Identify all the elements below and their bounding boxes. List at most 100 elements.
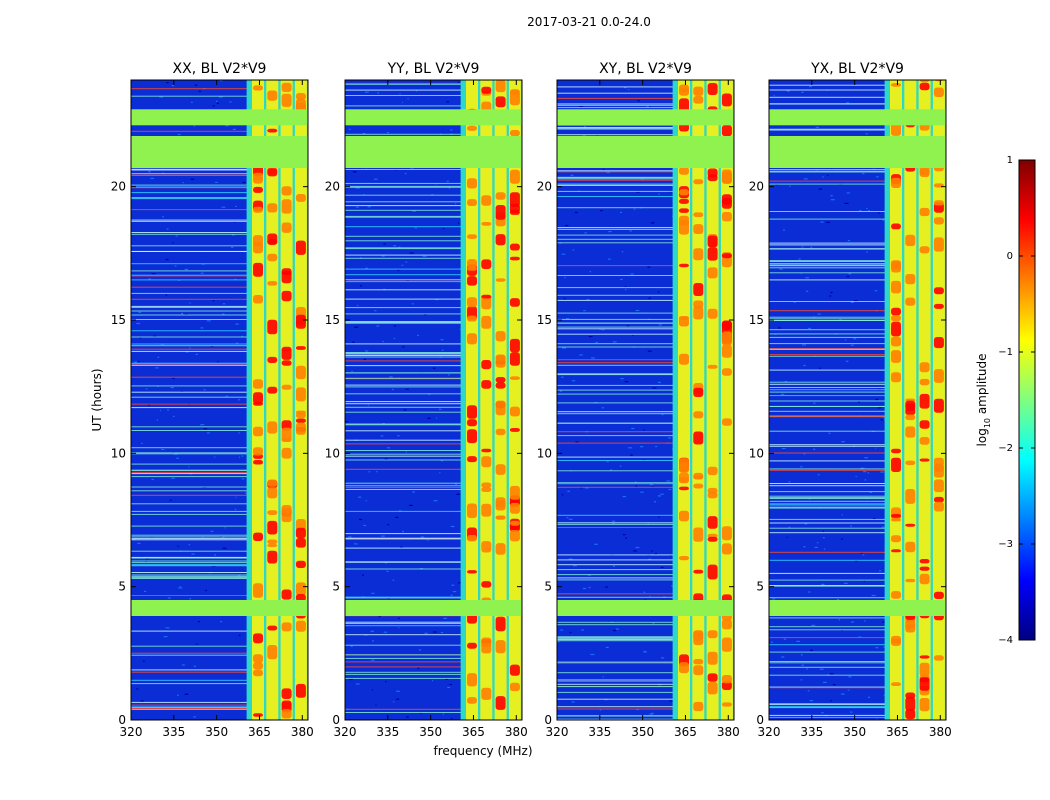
rfi-stripe [131,88,308,90]
channel-burst [467,429,477,444]
channel-burst [679,353,689,365]
rfi-stripe [769,637,946,639]
channel-burst [693,701,704,712]
channel-burst [707,364,718,369]
noise-speckle [840,693,845,695]
rfi-stripe [769,626,946,628]
noise-speckle [357,304,359,307]
x-tick-label: 350 [843,725,866,739]
rfi-stripe [345,666,522,668]
channel-burst [253,379,263,389]
noise-speckle [788,526,791,528]
x-tick-label: 335 [588,725,611,739]
channel-burst [253,392,263,404]
rfi-stripe [345,489,522,490]
rfi-stripe [345,634,522,636]
rfi-stripe [769,716,946,718]
rfi-stripe [557,170,734,172]
noise-speckle [217,361,219,363]
channel-burst [721,93,732,107]
noise-speckle [242,181,246,184]
channel-burst [891,372,901,383]
noise-speckle [172,242,174,244]
noise-speckle [566,318,570,320]
noise-speckle [167,409,169,411]
rfi-stripe [345,403,522,405]
noise-speckle [601,329,605,331]
rfi-stripe [345,673,522,675]
rfi-stripe [345,365,522,366]
channel-burst [721,253,732,259]
y-tick-label: 5 [118,580,126,594]
noise-speckle [796,640,801,642]
rfi-stripe [769,264,946,266]
channel-burst [509,243,520,251]
noise-speckle [212,105,215,107]
noise-speckle [151,478,154,481]
channel-burst [509,664,520,676]
rfi-stripe [769,666,946,668]
noise-speckle [412,491,415,493]
rfi-stripe [131,426,308,428]
noise-speckle [358,496,362,498]
noise-speckle [560,390,562,392]
x-tick-label: 320 [546,725,569,739]
noise-speckle [876,718,878,720]
noise-speckle [843,582,848,584]
channel-burst [693,411,704,419]
rfi-stripe [557,527,734,528]
channel-burst [693,431,704,445]
channel-burst [467,297,477,308]
heatmap-image [131,80,308,720]
rfi-stripe [345,384,522,386]
rfi-stripe [769,703,946,704]
rfi-stripe [345,215,522,217]
channel-burst [481,86,492,94]
colorbar-tick-label: −3 [998,539,1013,550]
rfi-stripe [769,579,946,581]
noise-speckle [383,243,386,245]
channel-burst [495,96,506,108]
channel-burst [933,479,944,493]
rfi-stripe [769,410,946,412]
noise-speckle [830,700,832,702]
channel-burst [721,702,732,707]
channel-burst [693,387,704,397]
rfi-stripe [131,654,308,656]
noise-speckle [411,303,414,305]
channel-burst [281,268,292,284]
channel-burst [721,619,732,630]
noise-speckle [671,585,674,587]
noise-speckle [648,558,652,560]
noise-speckle [178,587,183,589]
noise-speckle [660,493,664,495]
noise-speckle [382,340,384,343]
rfi-stripe [131,219,308,221]
noise-speckle [669,700,673,702]
channel-burst [891,315,901,322]
channel-burst [495,205,506,220]
channel-burst [481,195,492,206]
noise-speckle [798,258,801,260]
noise-speckle [139,337,142,339]
noise-speckle [374,310,377,312]
noise-speckle [822,537,825,539]
noise-speckle [196,643,198,645]
rfi-stripe [769,354,946,356]
channel-burst [693,283,704,296]
channel-burst [933,398,944,413]
rfi-stripe [769,279,946,281]
rfi-stripe [345,547,522,549]
rfi-stripe [345,561,522,563]
rfi-stripe [769,707,946,709]
rfi-stripe [131,376,308,378]
rfi-stripe [131,513,308,515]
noise-speckle [241,455,244,457]
rfi-stripe [345,596,522,598]
channel-burst [933,217,944,225]
panel-4: YX, BL V2*V9 320 335 350 365 380 0 5 10 15 20 [749,61,952,739]
noise-speckle [829,673,834,675]
rfi-stripe [557,470,734,472]
rfi-stripe [345,322,522,324]
rfi-stripe [345,654,522,656]
